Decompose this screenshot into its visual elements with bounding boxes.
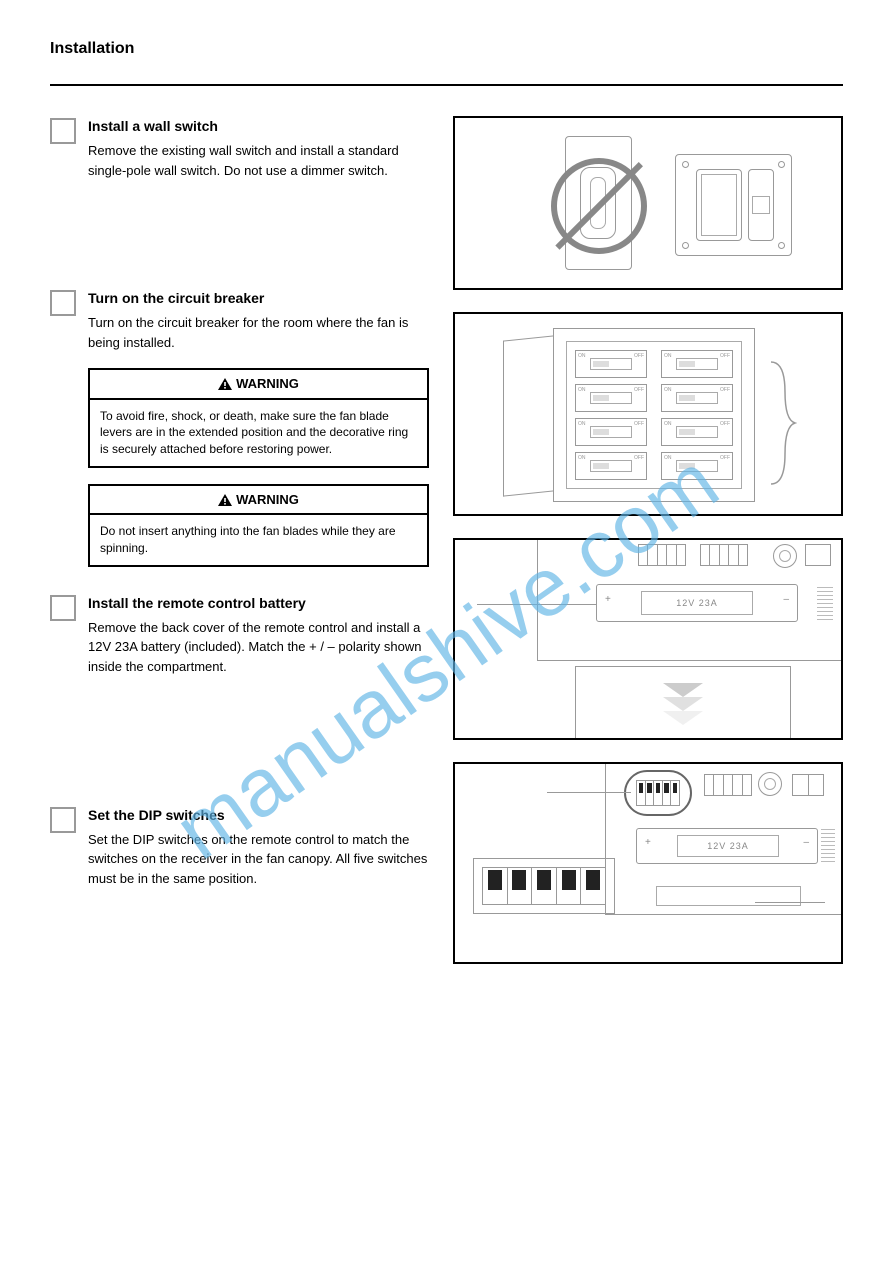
- step-text: Remove the existing wall switch and inst…: [88, 141, 429, 180]
- callout-line: [477, 604, 597, 605]
- breaker-switch: ONOFF: [575, 452, 647, 480]
- warning-body: Do not insert anything into the fan blad…: [90, 515, 427, 565]
- brace-icon: [767, 358, 797, 488]
- step-number-box: [50, 290, 76, 316]
- battery-label: 12V 23A: [677, 835, 779, 857]
- warning-label: WARNING: [236, 376, 299, 391]
- breaker-switch: ONOFF: [575, 384, 647, 412]
- warning-box: WARNING Do not insert anything into the …: [88, 484, 429, 567]
- arrow-down-icon: [663, 697, 703, 711]
- prohibition-icon: [551, 158, 647, 254]
- step-number-box: [50, 595, 76, 621]
- step-text: Remove the back cover of the remote cont…: [88, 618, 429, 677]
- step-title: Turn on the circuit breaker: [88, 288, 429, 309]
- warning-icon: [218, 378, 232, 390]
- warning-header: WARNING: [90, 370, 427, 400]
- step-number-box: [50, 118, 76, 144]
- illustration-wall-switch: [453, 116, 843, 290]
- page-header: Installation: [50, 40, 843, 86]
- left-column: Install a wall switch Remove the existin…: [50, 116, 429, 995]
- breaker-switch: ONOFF: [575, 418, 647, 446]
- breaker-switch: ONOFF: [661, 418, 733, 446]
- callout-line: [547, 792, 631, 793]
- callout-line: [755, 902, 825, 903]
- warning-label: WARNING: [236, 492, 299, 507]
- step-title: Install the remote control battery: [88, 593, 429, 614]
- step-3: Install the remote control battery Remov…: [50, 593, 429, 783]
- warning-icon: [218, 494, 232, 506]
- step-text: Set the DIP switches on the remote contr…: [88, 830, 429, 889]
- step-title: Install a wall switch: [88, 116, 429, 137]
- step-number-box: [50, 807, 76, 833]
- illustration-breaker-panel: ONOFF ONOFF ONOFF ONOFF ONOFF ONOFF ONOFF ONOFF: [453, 312, 843, 516]
- breaker-switch: ONOFF: [575, 350, 647, 378]
- breaker-switch: ONOFF: [661, 350, 733, 378]
- arrow-down-icon: [663, 711, 703, 725]
- illustration-dip-switches: + 12V 23A –: [453, 762, 843, 964]
- illustration-remote-battery: + 12V 23A –: [453, 538, 843, 740]
- step-2: Turn on the circuit breaker Turn on the …: [50, 288, 429, 567]
- step-text: Turn on the circuit breaker for the room…: [88, 313, 429, 352]
- breaker-switch: ONOFF: [661, 452, 733, 480]
- right-column: ONOFF ONOFF ONOFF ONOFF ONOFF ONOFF ONOFF ONOFF: [453, 116, 843, 995]
- warning-header: WARNING: [90, 486, 427, 516]
- warning-body: To avoid fire, shock, or death, make sur…: [90, 400, 427, 466]
- step-title: Set the DIP switches: [88, 805, 429, 826]
- battery-label: 12V 23A: [641, 591, 753, 615]
- step-1: Install a wall switch Remove the existin…: [50, 116, 429, 266]
- step-4: Set the DIP switches Set the DIP switche…: [50, 805, 429, 995]
- breaker-switch: ONOFF: [661, 384, 733, 412]
- warning-box: WARNING To avoid fire, shock, or death, …: [88, 368, 429, 468]
- arrow-down-icon: [663, 683, 703, 697]
